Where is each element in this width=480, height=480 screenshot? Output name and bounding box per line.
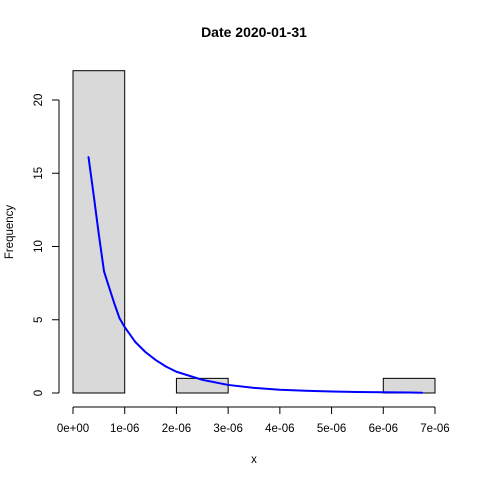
x-tick-label-7: 7e-06	[420, 423, 449, 435]
x-tick-label-4: 4e-06	[265, 423, 294, 435]
chart-title: Date 2020-01-31	[201, 24, 307, 40]
x-tick-label-3: 3e-06	[213, 423, 242, 435]
y-tick-label-3: 15	[33, 167, 45, 180]
x-axis: 0e+00 1e-06 2e-06 3e-06 4e-06 5e-06 6e-06 7e-06	[57, 406, 450, 435]
y-tick-label-2: 10	[33, 240, 45, 253]
density-curve-layer	[87, 156, 424, 394]
density-curve	[87, 156, 424, 394]
y-axis: 0 5 10 15 20	[33, 94, 60, 396]
x-tick-label-2: 2e-06	[162, 423, 191, 435]
x-tick-label-5: 5e-06	[317, 423, 346, 435]
x-axis-label: x	[251, 454, 257, 466]
y-tick-label-0: 0	[33, 390, 45, 396]
histogram-bar-6	[382, 377, 436, 394]
x-tick-label-6: 6e-06	[369, 423, 398, 435]
y-axis-label: Frequency	[4, 205, 16, 260]
bars-layer	[72, 70, 436, 394]
y-tick-label-1: 5	[33, 317, 45, 323]
y-tick-label-4: 20	[33, 94, 45, 107]
x-tick-label-1: 1e-06	[110, 423, 139, 435]
x-tick-label-0: 0e+00	[57, 423, 89, 435]
